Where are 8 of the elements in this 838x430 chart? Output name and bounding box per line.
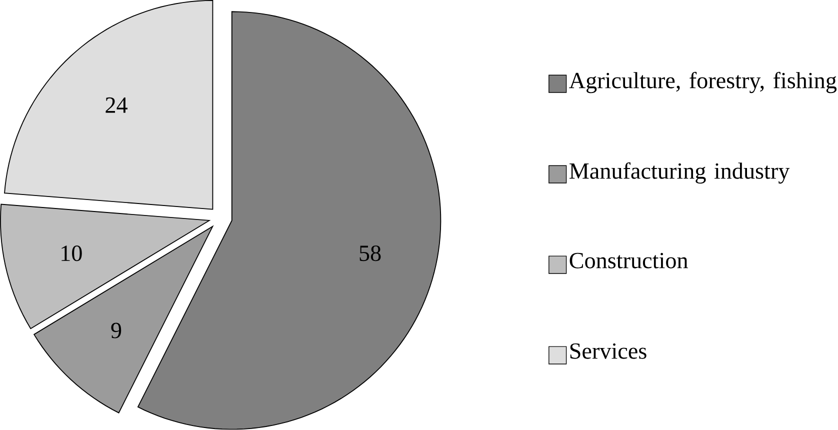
data-label: 9 — [111, 322, 122, 338]
legend-label: Manufacturing industry — [570, 162, 790, 184]
data-label: 58 — [360, 246, 381, 262]
legend-label: Agriculture, forestry, fishing — [569, 72, 837, 94]
legend-label: Construction — [570, 252, 688, 268]
data-label: 24 — [106, 98, 128, 113]
legend-label: Services — [570, 343, 646, 359]
data-label: 10 — [62, 246, 82, 262]
